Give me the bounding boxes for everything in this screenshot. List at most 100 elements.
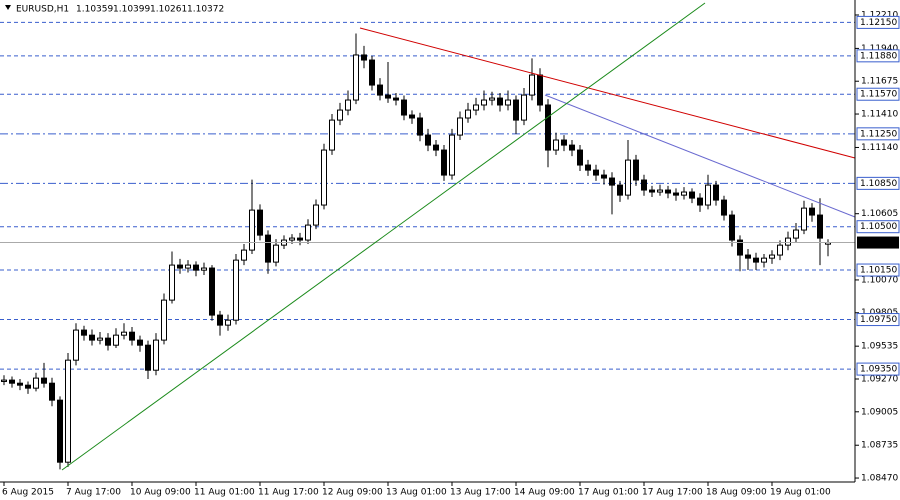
candle-body [321, 149, 327, 206]
candle-body [617, 184, 623, 196]
candle-body [385, 94, 391, 99]
x-tick-label: 17 Aug 17:00 [642, 488, 703, 498]
level-box [856, 87, 900, 101]
y-tick-label: 1.10605 [861, 209, 898, 219]
y-tick-label: 1.11675 [861, 77, 898, 87]
level-label: 1.10150 [860, 266, 897, 276]
candle-body [329, 119, 335, 151]
level-box [856, 263, 900, 277]
y-tick-label: 1.12210 [861, 10, 898, 20]
x-tick-label: 17 Aug 01:00 [578, 488, 639, 498]
x-tick-label: 12 Aug 09:00 [322, 488, 383, 498]
candle-body [417, 117, 423, 136]
candle-body [809, 207, 815, 216]
candle-body [513, 99, 519, 121]
level-box [856, 176, 900, 190]
x-tick-label: 19 Aug 01:00 [770, 488, 831, 498]
level-box [856, 313, 900, 327]
candle-body [289, 237, 295, 241]
trend-line [61, 2, 706, 471]
candle-body [369, 59, 375, 86]
level-label: 1.09750 [860, 315, 897, 325]
candle-body [401, 99, 407, 116]
candle-body [537, 74, 543, 106]
candle-body [313, 204, 319, 226]
x-tick-label: 13 Aug 01:00 [386, 488, 447, 498]
candle-body [273, 244, 279, 263]
candle-body [585, 164, 591, 171]
level-label: 1.10850 [860, 179, 897, 189]
candle-body [433, 144, 439, 151]
level-box [856, 362, 900, 376]
candle-body [89, 334, 95, 341]
level-label: 1.11570 [860, 90, 897, 100]
candle-body [641, 179, 647, 191]
candle-body [545, 104, 551, 151]
candle-body [393, 97, 399, 101]
candle-body [569, 144, 575, 151]
price-label: 1.10372 [860, 238, 897, 248]
x-tick-label: 13 Aug 17:00 [450, 488, 511, 498]
candle-body [345, 99, 351, 111]
y-tick-label: 1.11940 [861, 44, 898, 54]
candle-body [601, 174, 607, 179]
x-tick-label: 6 Aug 2015 [2, 488, 54, 498]
candle-body [745, 254, 751, 259]
level-label: 1.11880 [860, 51, 897, 61]
candle-body [609, 177, 615, 186]
level-label: 1.10500 [860, 222, 897, 232]
candle-body [249, 209, 255, 251]
candle-body [465, 109, 471, 119]
level-label: 1.12150 [860, 18, 897, 28]
candle-body [169, 264, 175, 301]
candle-body [457, 117, 463, 136]
candle-body [721, 199, 727, 216]
candle-body [241, 249, 247, 261]
y-tick-label: 1.11410 [861, 110, 898, 120]
candle-body [481, 99, 487, 106]
candle-body [49, 382, 55, 401]
candle-body [209, 267, 215, 316]
candle-body [305, 224, 311, 241]
header-low: 1.10261 [150, 5, 187, 15]
candle-body [529, 74, 535, 96]
candle-body [161, 299, 167, 341]
candle-body [793, 229, 799, 239]
candle-body [113, 334, 119, 346]
x-tick-label: 10 Aug 09:00 [130, 488, 191, 498]
candle-body [65, 359, 71, 463]
candle-body [593, 169, 599, 176]
price-box [857, 236, 899, 249]
header-open: 1.10359 [76, 5, 113, 15]
candle-body [689, 191, 695, 199]
menu-arrow[interactable] [5, 5, 11, 10]
candle-body [41, 377, 47, 384]
plot-area [0, 21, 855, 470]
candle-body [521, 94, 527, 121]
candle-body [577, 149, 583, 166]
y-tick-label: 1.10070 [861, 275, 898, 285]
candle-body [233, 259, 239, 321]
level-box [856, 220, 900, 234]
candle-body [97, 337, 103, 341]
y-tick-label: 1.08470 [861, 474, 898, 484]
y-tick-label: 1.09270 [861, 374, 898, 384]
candle-body [145, 344, 151, 371]
level-label: 1.11250 [860, 129, 897, 139]
candle-body [769, 254, 775, 259]
x-tick-label: 18 Aug 09:00 [706, 488, 767, 498]
candle-body [217, 314, 223, 326]
candle-body [649, 189, 655, 193]
candle-body [681, 191, 687, 196]
y-tick-label: 1.11140 [861, 143, 898, 153]
candle-body [81, 329, 87, 336]
candle-body [353, 54, 359, 101]
candle-body [449, 134, 455, 176]
candle-body [33, 377, 39, 389]
y-tick-label: 1.09535 [861, 342, 898, 352]
candle-body [497, 97, 503, 106]
y-tick-label: 1.08735 [861, 441, 898, 451]
candle-body [625, 159, 631, 196]
candle-body [801, 207, 807, 231]
